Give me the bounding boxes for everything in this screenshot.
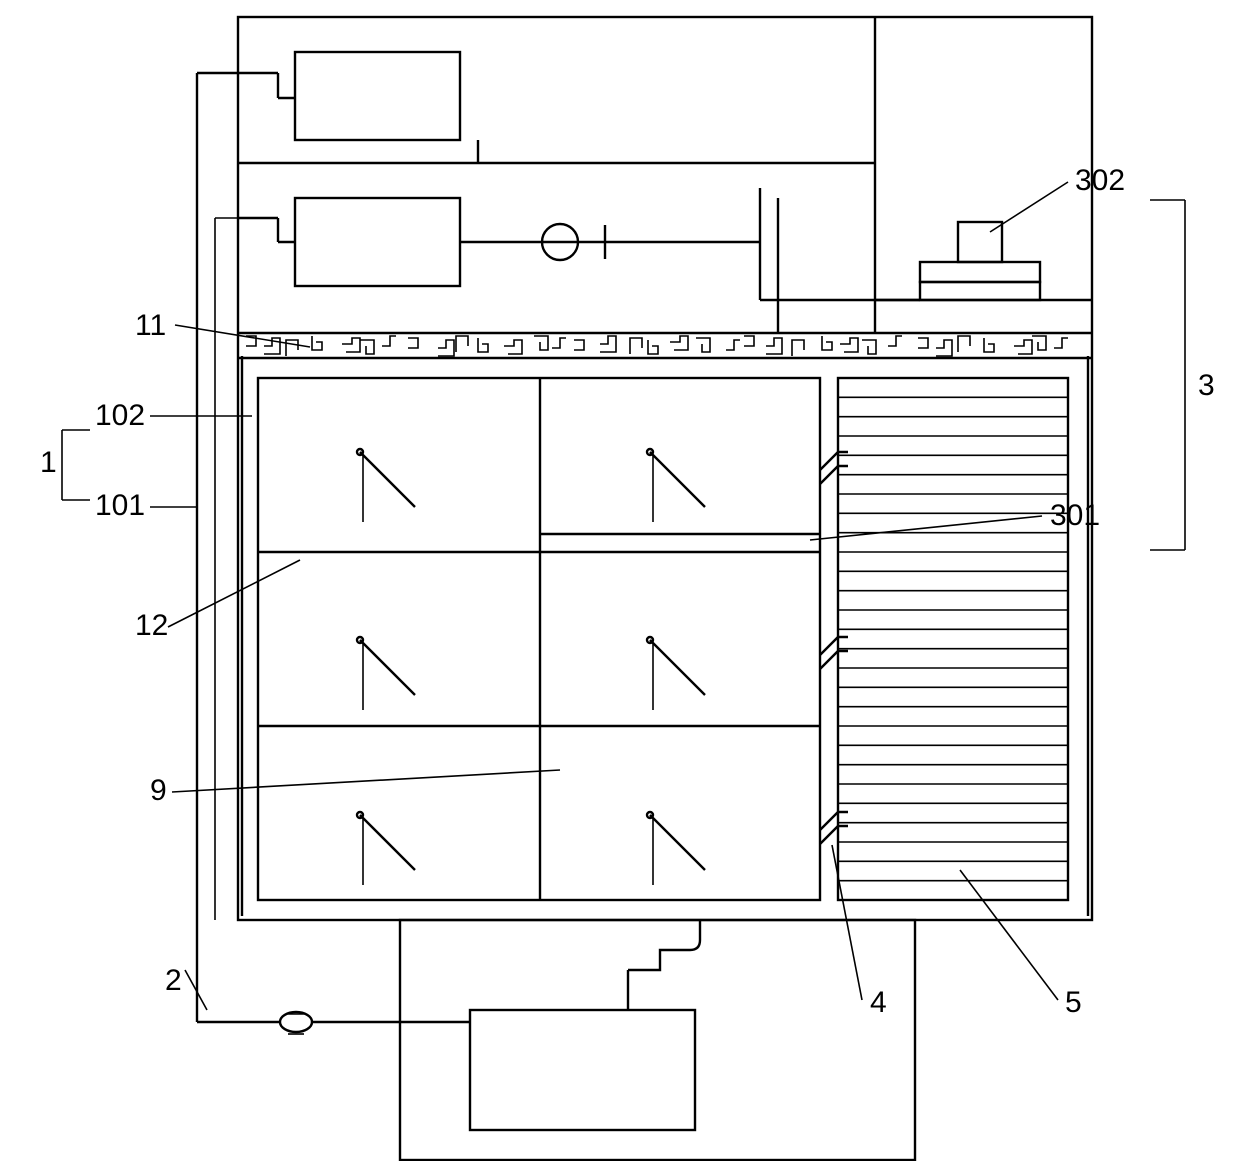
label-l4: 4 (870, 986, 887, 1019)
label-l301: 301 (1050, 499, 1100, 532)
label-l2: 2 (165, 964, 182, 997)
label-l11: 11 (135, 309, 166, 342)
label-l5: 5 (1065, 986, 1082, 1019)
label-l1: 1 (40, 446, 57, 479)
label-l302: 302 (1075, 164, 1125, 197)
technical-diagram: 11 102 1 101 12 9 2 302 3 301 5 4 (0, 0, 1240, 1161)
label-l9: 9 (150, 774, 167, 807)
label-l12: 12 (135, 609, 168, 642)
label-l102: 102 (95, 399, 145, 432)
label-l3: 3 (1198, 369, 1215, 402)
label-l101: 101 (95, 489, 145, 522)
